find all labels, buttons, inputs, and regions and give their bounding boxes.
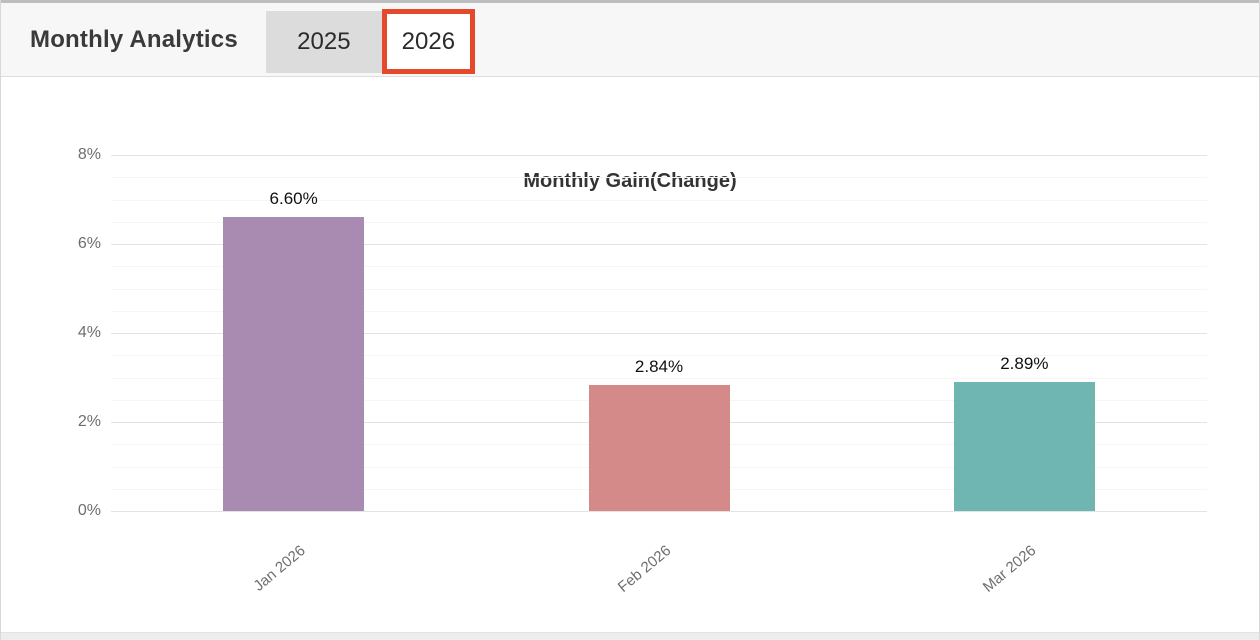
bar-value-label: 6.60% [269, 189, 318, 209]
y-axis-tick-label: 2% [77, 413, 101, 430]
gridline-major [111, 511, 1207, 512]
y-axis-tick-label: 0% [77, 502, 101, 519]
page-title: Monthly Analytics [30, 25, 238, 53]
gridline-major [111, 244, 1207, 245]
highlight-box-annotation: 2026 [381, 9, 475, 74]
bar-jan-2026[interactable] [223, 217, 365, 511]
gridline-minor [111, 199, 1207, 201]
gridline-minor [111, 310, 1207, 312]
gridline-major [111, 333, 1207, 334]
tab-year-2025[interactable]: 2025 [265, 11, 382, 73]
tab-year-2026[interactable]: 2026 [387, 14, 470, 69]
bar-feb-2026[interactable] [588, 384, 730, 511]
gridline-minor [111, 266, 1207, 268]
header: Monthly Analytics 2025 2026 [1, 3, 1259, 77]
window-top-edge [1, 0, 1259, 3]
gridline-minor [111, 377, 1207, 379]
gridline-minor [111, 355, 1207, 357]
gridline-major [111, 155, 1207, 156]
bar-value-label: 2.84% [634, 356, 684, 376]
y-axis-tick-label: 6% [77, 235, 101, 252]
chart-card: Monthly Gain(Change) [1, 78, 1259, 632]
gridline-minor [111, 288, 1207, 290]
bar-value-label: 2.89% [1000, 354, 1049, 374]
gridline-minor [111, 221, 1207, 223]
bar-mar-2026[interactable] [953, 382, 1095, 511]
y-axis-tick-label: 4% [77, 324, 101, 341]
y-axis-tick-label: 8% [77, 146, 101, 163]
chart-title: Monthly Gain(Change) [523, 170, 737, 192]
gridline-minor [111, 177, 1207, 179]
page-bottom-strip [1, 632, 1259, 640]
